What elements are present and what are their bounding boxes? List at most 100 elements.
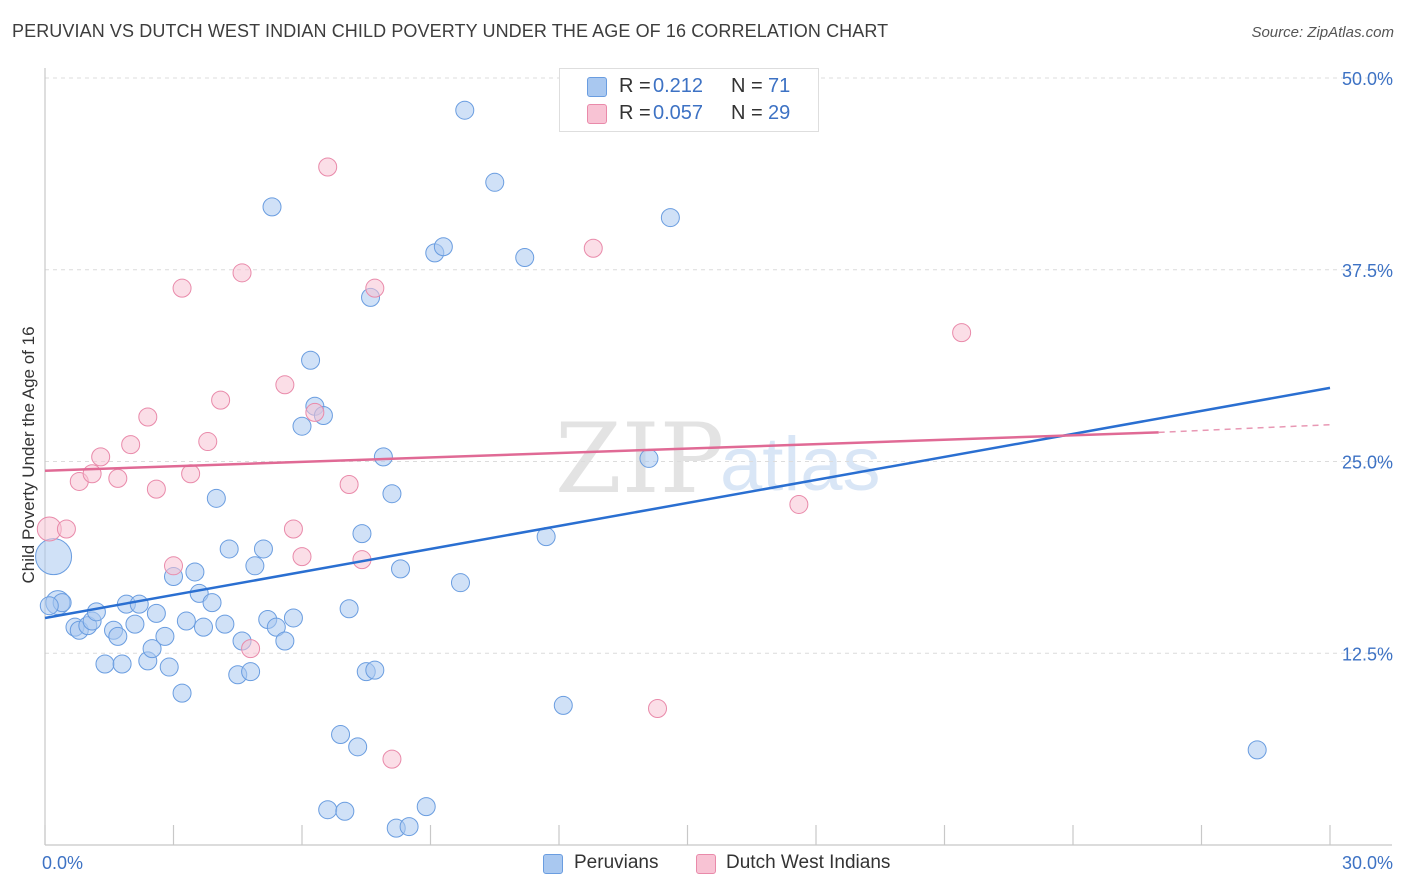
point-dutch-west-indians xyxy=(91,447,111,467)
y-axis-label: Child Poverty Under the Age of 16 xyxy=(19,326,38,583)
point-peruvians xyxy=(125,614,145,634)
tick-labels: 12.5% 25.0% 37.5% 50.0% 0.0% 30.0% xyxy=(42,69,1393,873)
point-peruvians xyxy=(391,559,411,579)
chart-title: PERUVIAN VS DUTCH WEST INDIAN CHILD POVE… xyxy=(12,21,889,41)
bottom-legend-swatch-peruvians xyxy=(543,854,563,874)
point-peruvians xyxy=(245,556,265,576)
point-peruvians xyxy=(339,599,359,619)
point-dutch-west-indians xyxy=(318,157,338,177)
point-dutch-west-indians xyxy=(138,407,158,427)
point-peruvians xyxy=(146,603,166,623)
legend-r-label: R = xyxy=(619,75,651,97)
point-peruvians xyxy=(95,654,115,674)
point-peruvians xyxy=(433,237,453,257)
point-peruvians xyxy=(112,654,132,674)
point-peruvians xyxy=(283,608,303,628)
y-tick-label: 37.5% xyxy=(1342,261,1393,281)
y-tick-label: 12.5% xyxy=(1342,644,1393,664)
point-dutch-west-indians xyxy=(789,494,809,514)
point-peruvians xyxy=(253,539,273,559)
point-dutch-west-indians xyxy=(382,749,402,769)
bottom-legend-label-peruvians: Peruvians xyxy=(574,852,659,873)
point-peruvians xyxy=(301,350,321,370)
point-peruvians xyxy=(219,539,239,559)
x-tick-label: 0.0% xyxy=(42,853,83,873)
point-peruvians xyxy=(193,617,213,637)
point-peruvians xyxy=(331,725,351,745)
point-peruvians xyxy=(108,626,128,646)
legend-r-value: 0.212 xyxy=(653,75,704,97)
point-peruvians xyxy=(416,797,436,817)
point-peruvians xyxy=(399,817,419,837)
point-peruvians xyxy=(266,617,286,637)
point-peruvians xyxy=(172,683,192,703)
point-peruvians xyxy=(373,447,393,467)
trend-lines xyxy=(44,386,1331,620)
point-dutch-west-indians xyxy=(339,475,359,495)
point-peruvians xyxy=(86,602,106,622)
y-tick-label: 50.0% xyxy=(1342,69,1393,89)
point-peruvians xyxy=(348,737,368,757)
point-dutch-west-indians xyxy=(305,402,325,422)
watermark: ZIP atlas xyxy=(555,403,881,515)
point-peruvians xyxy=(1247,740,1267,760)
point-peruvians xyxy=(215,614,235,634)
source-label: Source: ZipAtlas.com xyxy=(1251,24,1394,41)
point-peruvians xyxy=(129,594,149,614)
point-dutch-west-indians xyxy=(232,263,252,283)
bottom-legend-swatch-dutch-west-indians xyxy=(696,854,716,874)
trendline-peruvians xyxy=(44,386,1331,620)
point-dutch-west-indians xyxy=(121,435,141,455)
axes xyxy=(44,68,1392,846)
point-peruvians xyxy=(39,596,59,616)
legend-n-label: N = xyxy=(731,102,763,124)
legend-n-value: 29 xyxy=(768,102,791,124)
point-peruvians xyxy=(639,448,659,468)
point-dutch-west-indians xyxy=(648,698,668,718)
trendline-dutch-west-indians xyxy=(44,431,1159,472)
point-peruvians xyxy=(352,524,372,544)
legend-r-value: 0.057 xyxy=(653,102,704,124)
legend-n-value: 71 xyxy=(768,75,791,97)
legend-n-label: N = xyxy=(731,75,763,97)
point-dutch-west-indians xyxy=(172,278,192,298)
point-peruvians xyxy=(365,660,385,680)
point-peruvians xyxy=(292,416,312,436)
point-dutch-west-indians xyxy=(275,375,295,395)
point-dutch-west-indians xyxy=(108,468,128,488)
trendline-dutch-west-indians-extension xyxy=(1158,423,1331,434)
point-dutch-west-indians xyxy=(241,639,261,659)
point-dutch-west-indians xyxy=(181,464,201,484)
point-dutch-west-indians xyxy=(164,556,183,576)
point-dutch-west-indians xyxy=(146,479,166,499)
point-peruvians xyxy=(515,247,535,267)
point-peruvians xyxy=(455,100,475,120)
point-peruvians xyxy=(262,197,282,217)
point-dutch-west-indians xyxy=(211,390,231,410)
legend-swatch-peruvians xyxy=(587,77,607,97)
point-peruvians xyxy=(382,484,402,504)
point-peruvians xyxy=(35,538,73,576)
point-dutch-west-indians xyxy=(82,464,102,484)
point-dutch-west-indians xyxy=(952,323,972,343)
legend-r-label: R = xyxy=(619,102,651,124)
point-peruvians xyxy=(155,626,175,646)
point-peruvians xyxy=(660,208,680,228)
point-peruvians xyxy=(553,695,573,715)
point-dutch-west-indians xyxy=(583,238,603,258)
point-peruvians xyxy=(485,172,505,192)
x-tick-label: 30.0% xyxy=(1342,853,1393,873)
bottom-legend-label-dutch-west-indians: Dutch West Indians xyxy=(726,852,891,873)
point-peruvians xyxy=(318,800,338,820)
point-peruvians xyxy=(335,801,355,821)
y-tick-label: 25.0% xyxy=(1342,453,1393,473)
legend: R = 0.212 N = 71 R = 0.057 N = 29 xyxy=(559,68,819,132)
point-peruvians xyxy=(206,488,226,508)
data-points xyxy=(35,100,1267,838)
point-peruvians xyxy=(185,562,205,582)
point-peruvians xyxy=(142,639,162,659)
point-dutch-west-indians xyxy=(283,519,303,539)
point-dutch-west-indians xyxy=(56,519,76,539)
point-peruvians xyxy=(275,631,295,651)
